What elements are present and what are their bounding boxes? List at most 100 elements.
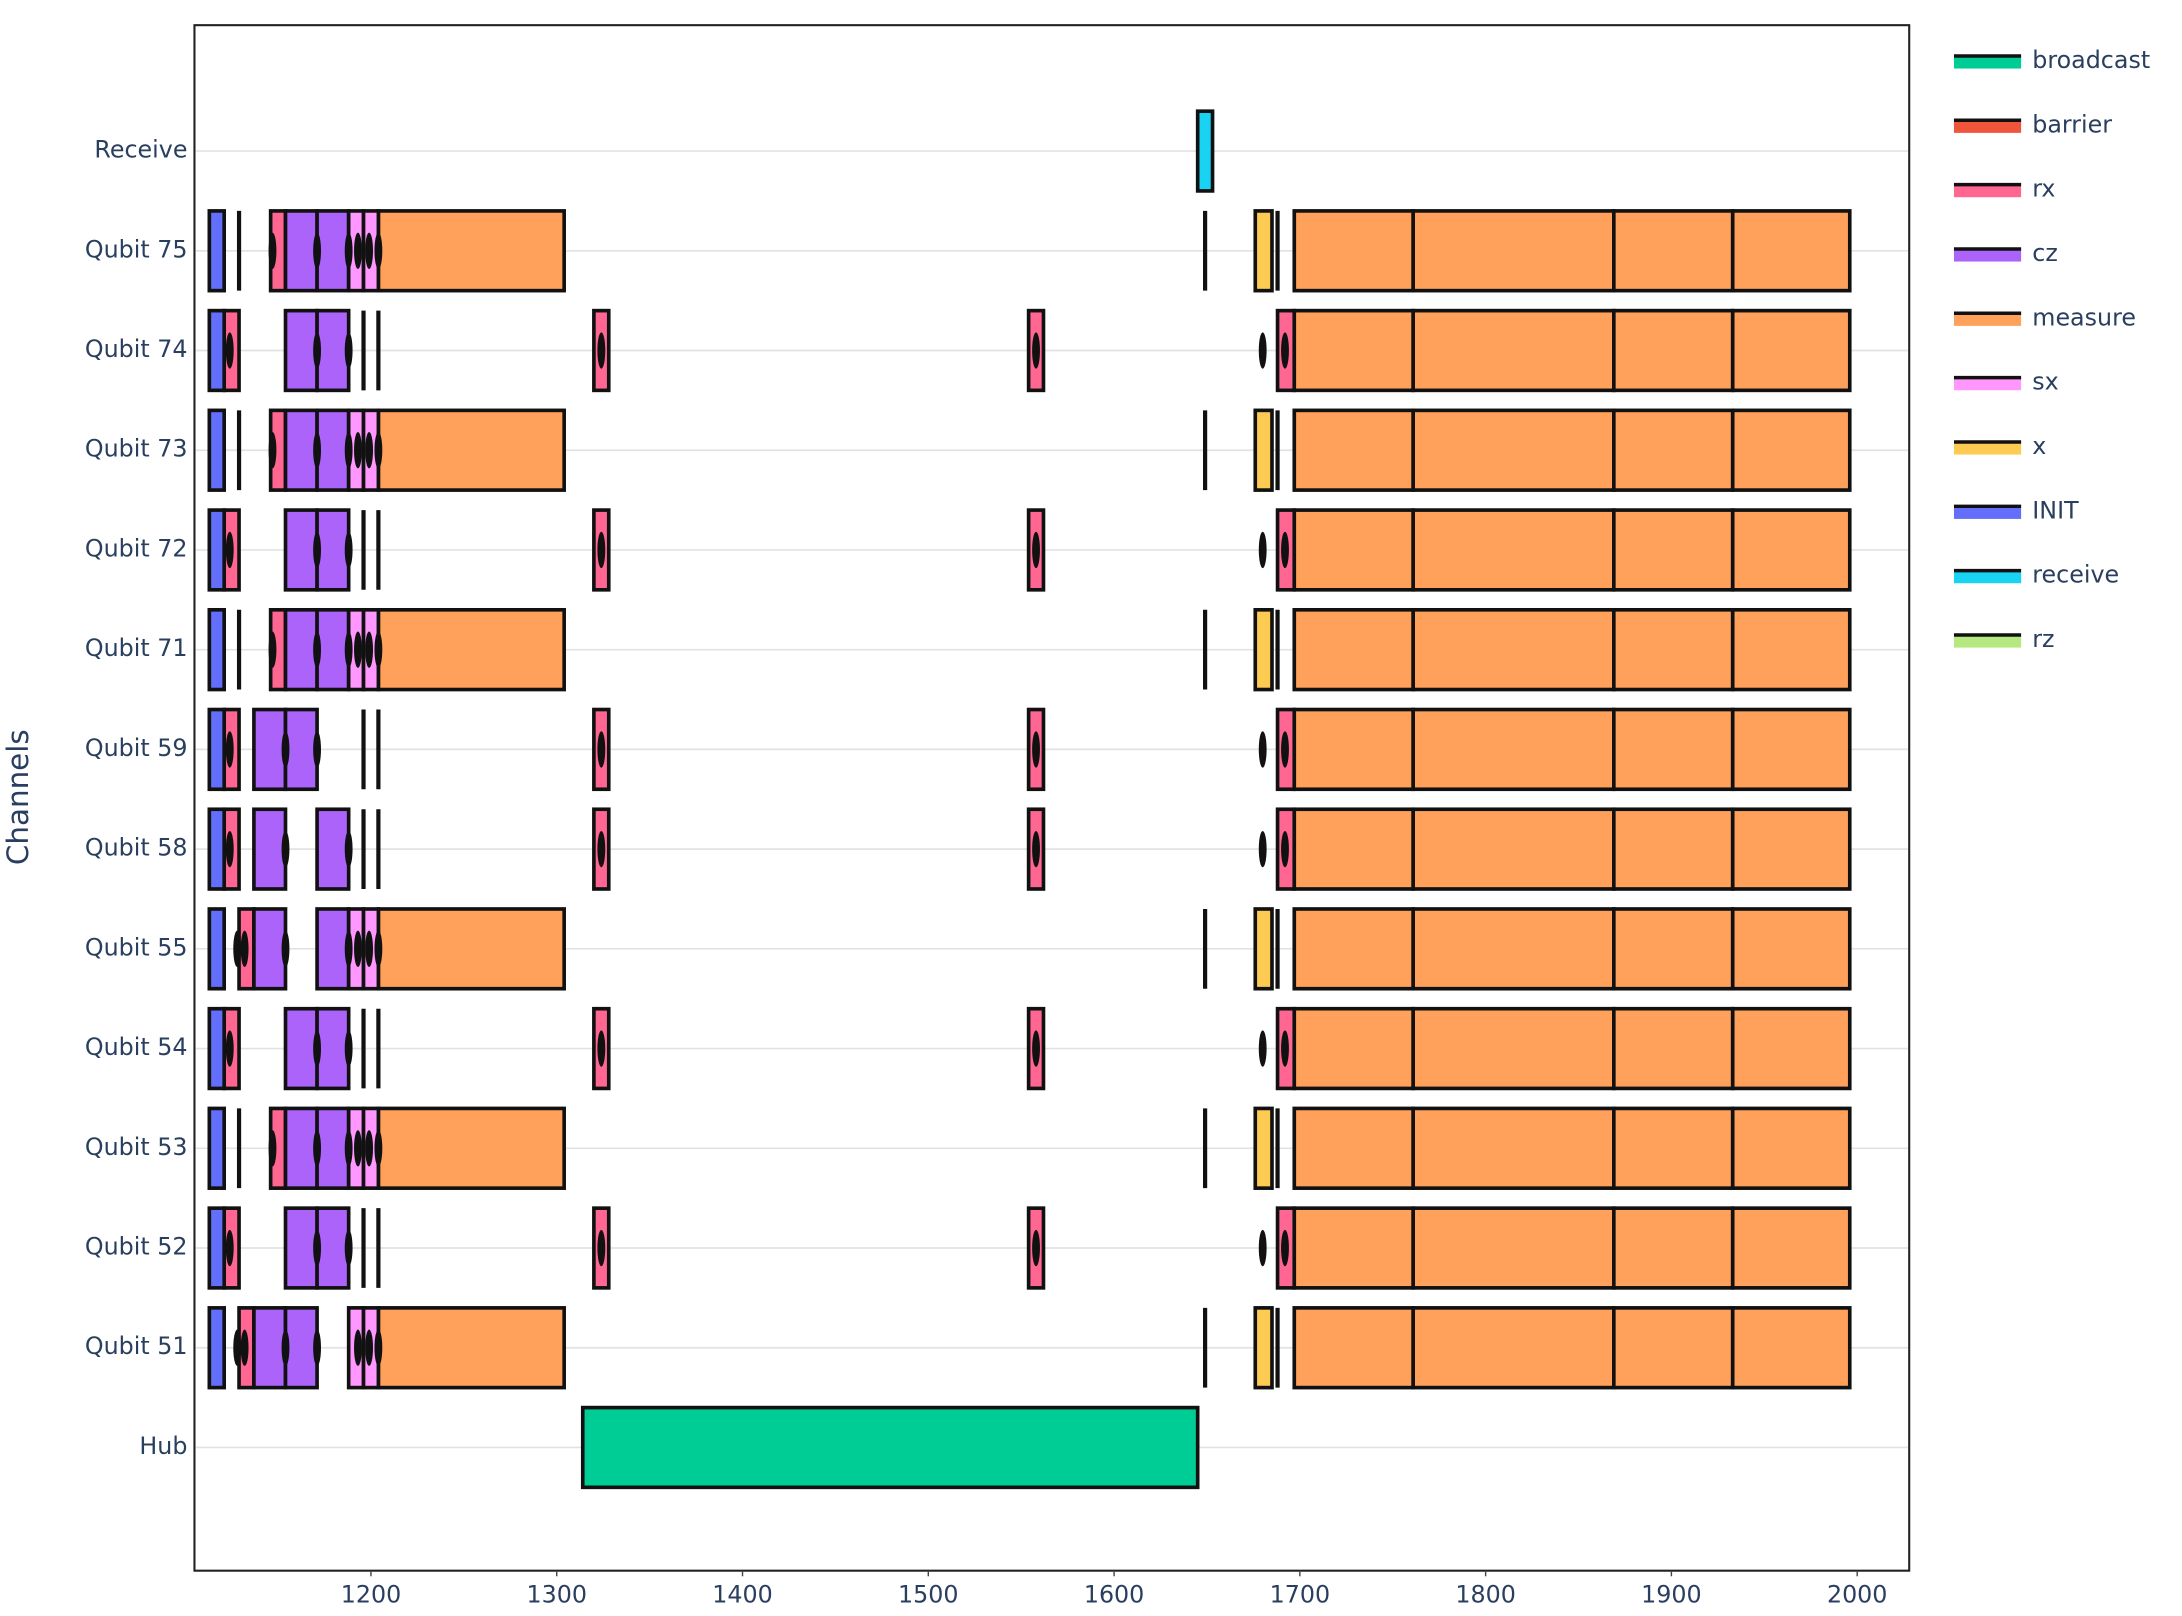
gate-bar — [1292, 1006, 1415, 1091]
rz-marker — [281, 731, 290, 768]
rz-marker — [313, 631, 321, 668]
gate-bar — [315, 508, 351, 592]
x-tick-label: 1900 — [1641, 1580, 1701, 1608]
rz-marker — [225, 1030, 234, 1067]
gate-bar — [315, 1206, 351, 1290]
gate-bar — [283, 209, 319, 293]
rz-marker — [1032, 731, 1040, 768]
x-tick-label: 1300 — [526, 1580, 586, 1608]
gate-bar — [207, 607, 227, 692]
gate-bar — [207, 1206, 227, 1290]
gate-bar — [252, 1306, 288, 1390]
rz-marker — [1258, 830, 1267, 868]
gate-bar — [315, 607, 351, 692]
rz-marker — [1032, 531, 1040, 569]
rz-marker — [1032, 332, 1040, 369]
gate-bar — [1730, 707, 1852, 792]
gate-bar — [1730, 1006, 1852, 1091]
gate-bar — [207, 209, 227, 293]
gate-bar — [252, 707, 288, 792]
legend-label: x — [2032, 432, 2046, 460]
gate-bar — [252, 907, 288, 991]
rz-marker — [240, 1329, 249, 1366]
rz-marker — [374, 631, 383, 668]
gate-bar — [1411, 408, 1616, 492]
gate-bar — [1730, 508, 1852, 592]
legend-swatch — [1953, 54, 2022, 69]
legend-label: measure — [2032, 303, 2136, 331]
rz-marker — [1281, 531, 1289, 569]
y-tick-label: Qubit 72 — [85, 534, 188, 562]
legend-swatch — [1953, 569, 2022, 584]
gate-bar — [1612, 308, 1735, 393]
gate-bar — [207, 1006, 227, 1091]
gate-bar — [1612, 1206, 1735, 1290]
legend-swatch — [1953, 504, 2022, 519]
legend-swatch — [1953, 633, 2022, 648]
gate-bar — [1612, 209, 1735, 293]
gate-bar — [580, 1405, 1200, 1490]
gate-bar — [376, 607, 566, 692]
gate-bar — [1612, 707, 1735, 792]
rz-marker — [225, 830, 234, 868]
y-tick-label: Qubit 55 — [85, 933, 188, 961]
rz-marker — [268, 432, 277, 469]
gate-bar — [283, 308, 319, 393]
rz-marker — [313, 1229, 321, 1267]
rz-marker — [1032, 1229, 1040, 1267]
x-tick-label: 1400 — [712, 1580, 772, 1608]
rz-marker — [1258, 332, 1267, 369]
gate-bar — [1612, 508, 1735, 592]
rz-marker — [1281, 332, 1289, 369]
rz-marker — [597, 830, 606, 868]
rz-marker — [344, 332, 353, 369]
y-tick-label: Receive — [94, 136, 187, 164]
rz-marker — [354, 930, 362, 968]
rz-marker — [1258, 731, 1267, 768]
rz-marker — [365, 930, 374, 968]
x-tick-label: 1600 — [1084, 1580, 1144, 1608]
gate-bar — [283, 408, 319, 492]
legend-label: rx — [2032, 175, 2055, 203]
gate-bar — [1292, 807, 1415, 891]
gate-bar — [376, 1106, 566, 1190]
legend-swatch — [1953, 440, 2022, 455]
rz-marker — [313, 531, 321, 569]
y-axis-title: Channels — [1, 729, 35, 865]
legend-swatch — [1953, 376, 2022, 391]
legend-swatch — [1953, 183, 2022, 198]
legend-label: INIT — [2032, 496, 2079, 524]
rz-marker — [354, 232, 362, 269]
gate-bar — [1730, 907, 1852, 991]
rz-marker — [344, 232, 353, 269]
legend-label: receive — [2032, 561, 2119, 589]
rz-marker — [597, 1030, 606, 1067]
gate-bar — [376, 907, 566, 991]
rz-marker — [374, 1130, 383, 1167]
gate-bar — [1292, 1206, 1415, 1290]
gate-bar — [376, 209, 566, 293]
gate-bar — [1730, 1206, 1852, 1290]
gate-bar — [1730, 607, 1852, 692]
y-tick-label: Qubit 59 — [85, 734, 188, 762]
gate-bar — [1253, 1306, 1274, 1390]
rz-marker — [597, 531, 606, 569]
gate-bar — [1292, 607, 1415, 692]
gate-bar — [207, 1106, 227, 1190]
gate-bar — [207, 508, 227, 592]
rz-marker — [344, 1030, 353, 1067]
rz-marker — [1258, 531, 1267, 569]
gate-bar — [315, 907, 351, 991]
gate-bar — [1292, 1306, 1415, 1390]
rz-marker — [313, 731, 321, 768]
gate-bar — [315, 1006, 351, 1091]
gate-bar — [207, 408, 227, 492]
gate-bar — [1730, 308, 1852, 393]
rz-marker — [268, 631, 277, 668]
x-tick-label: 1500 — [898, 1580, 958, 1608]
y-tick-label: Qubit 52 — [85, 1233, 188, 1261]
y-tick-label: Qubit 71 — [85, 634, 188, 662]
rz-marker — [1258, 1229, 1267, 1267]
gate-bar — [1292, 308, 1415, 393]
